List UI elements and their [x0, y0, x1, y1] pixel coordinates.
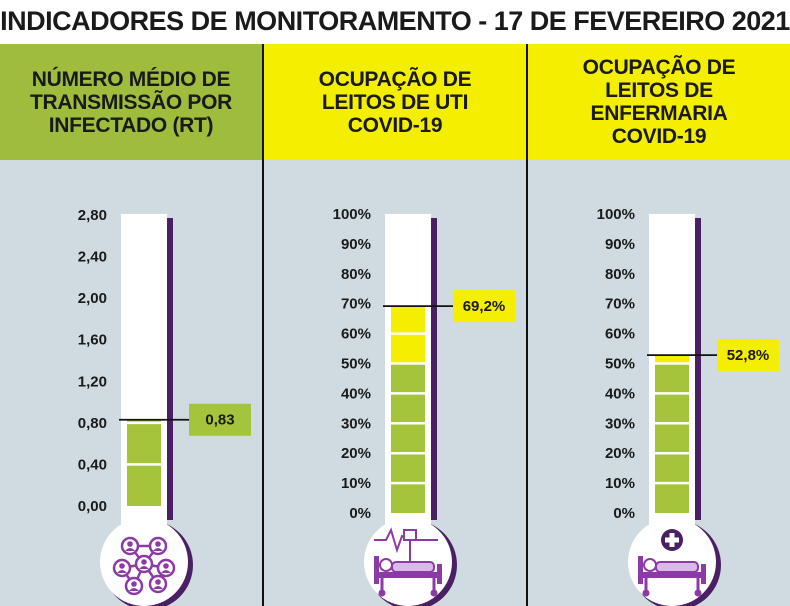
- bed-footboard: [437, 564, 442, 584]
- tick-label: 80%: [341, 266, 371, 283]
- value-callout: [717, 339, 779, 372]
- tick-label: 0%: [613, 505, 635, 522]
- bed-footboard: [701, 564, 706, 584]
- fill-yellow: [655, 355, 689, 364]
- person-head: [155, 541, 161, 547]
- person-head: [119, 563, 125, 569]
- tick-label: 40%: [341, 385, 371, 402]
- value-callout: [189, 403, 251, 436]
- panel-rt: NÚMERO MÉDIO DE TRANSMISSÃO POR INFECTAD…: [0, 44, 262, 606]
- panel-header-label: NÚMERO MÉDIO DE TRANSMISSÃO POR INFECTAD…: [29, 67, 232, 137]
- thermometer-rt: 2,80 2,40 2,00 1,60 1,20 0,80 0,40 0,00 0,83: [78, 207, 251, 606]
- divider: [262, 44, 264, 606]
- tick-label: 90%: [341, 236, 371, 253]
- bed-wheel: [430, 589, 438, 597]
- person-body: [125, 548, 135, 551]
- tick-label: 2,80: [78, 207, 107, 224]
- divider: [526, 44, 528, 606]
- person-head: [141, 559, 147, 565]
- tick-label: 30%: [341, 415, 371, 432]
- tick-label: 10%: [341, 475, 371, 492]
- monitor-box: [403, 529, 417, 541]
- patient-head: [643, 558, 657, 572]
- bed-frame: [638, 572, 706, 578]
- tube-shadow: [695, 218, 701, 520]
- patient-head: [379, 558, 393, 572]
- tick-label: 80%: [605, 266, 635, 283]
- fill-green: [655, 363, 689, 513]
- panel-header-label: OCUPAÇÃO DE LEITOS DE UTI COVID-19: [318, 67, 472, 137]
- tick-label: 70%: [341, 296, 371, 313]
- bed-frame: [374, 572, 442, 578]
- panel-header: NÚMERO MÉDIO DE TRANSMISSÃO POR INFECTAD…: [0, 44, 262, 160]
- value-label: 0,83: [205, 412, 234, 429]
- person-body: [117, 570, 127, 573]
- tick-label: 50%: [341, 356, 371, 373]
- value-callout: [453, 290, 515, 323]
- thermometer-enfermaria: 100% 90% 80% 70% 60% 50% 40% 30% 20% 10% 0% 52,8%: [597, 206, 779, 606]
- panel-header-label: OCUPAÇÃO DE LEITOS DE ENFERMARIA COVID-1…: [582, 56, 736, 148]
- icu-bed-icon: [374, 527, 442, 597]
- panel-header: OCUPAÇÃO DE LEITOS DE ENFERMARIA COVID-1…: [528, 44, 790, 160]
- person-head: [131, 581, 137, 587]
- person-body: [129, 588, 139, 591]
- person-body: [161, 570, 171, 573]
- people-network-icon: [112, 536, 176, 596]
- page-title: INDICADORES DE MONITORAMENTO - 17 DE FEV…: [0, 6, 790, 36]
- tick-label: 70%: [605, 296, 635, 313]
- tube-shadow: [431, 218, 437, 520]
- tick-label: 30%: [605, 415, 635, 432]
- person-head: [155, 579, 161, 585]
- thermometer-uti: 100% 90% 80% 70% 60% 50% 40% 30% 20% 10% 0% 69,2%: [333, 206, 515, 606]
- bed-wheel: [694, 589, 702, 597]
- bed-wheel: [642, 589, 650, 597]
- tick-label: 0,40: [78, 456, 107, 473]
- tick-label: 60%: [605, 326, 635, 343]
- bed-headboard: [374, 556, 379, 584]
- tick-label: 20%: [341, 445, 371, 462]
- panel-uti: OCUPAÇÃO DE LEITOS DE UTI COVID-19 100% 9…: [264, 44, 526, 606]
- tick-label: 2,00: [78, 290, 107, 307]
- tick-label: 20%: [605, 445, 635, 462]
- blanket: [655, 561, 699, 573]
- tick-label: 0%: [349, 505, 371, 522]
- panel-header: OCUPAÇÃO DE LEITOS DE UTI COVID-19: [264, 44, 526, 160]
- tick-label: 60%: [341, 326, 371, 343]
- panel-enfermaria: OCUPAÇÃO DE LEITOS DE ENFERMARIA COVID-1…: [528, 44, 790, 606]
- fill-green: [391, 363, 425, 513]
- tube-shadow: [167, 218, 173, 520]
- tick-label: 0,80: [78, 415, 107, 432]
- bed-headboard: [638, 556, 643, 584]
- fill-green: [127, 419, 161, 506]
- tick-label: 10%: [605, 475, 635, 492]
- value-label: 69,2%: [463, 298, 506, 315]
- person-body: [153, 586, 163, 589]
- tick-label: 1,20: [78, 373, 107, 390]
- person-body: [139, 566, 149, 569]
- blanket: [391, 561, 435, 573]
- tick-label: 0,00: [78, 498, 107, 515]
- person-head: [163, 563, 169, 569]
- person-head: [127, 541, 133, 547]
- medical-cross: [665, 537, 679, 543]
- value-label: 52,8%: [727, 347, 770, 364]
- tick-label: 100%: [333, 206, 371, 223]
- tick-label: 40%: [605, 385, 635, 402]
- tick-label: 1,60: [78, 332, 107, 349]
- tick-label: 90%: [605, 236, 635, 253]
- ward-bed-icon: [638, 529, 706, 597]
- bed-wheel: [378, 589, 386, 597]
- tick-label: 50%: [605, 356, 635, 373]
- person-body: [153, 548, 163, 551]
- tick-label: 100%: [597, 206, 635, 223]
- tick-label: 2,40: [78, 249, 107, 266]
